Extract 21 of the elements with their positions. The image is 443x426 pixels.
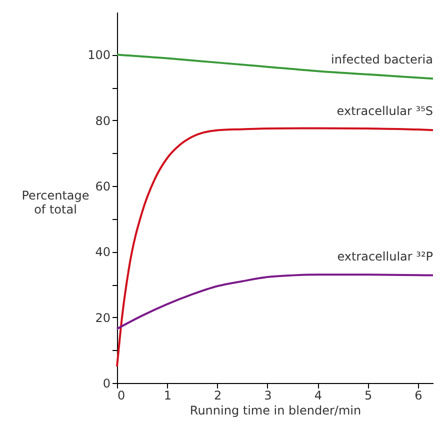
- y-tick-label: 40: [95, 245, 110, 260]
- line-series: [116, 127, 434, 368]
- x-tick-label: 4: [314, 388, 322, 402]
- y-tick-label: 100: [88, 48, 110, 62]
- line-series: [116, 274, 434, 330]
- series-label: infected bacteria: [331, 52, 433, 67]
- series-label: extracellular ³²P: [337, 249, 433, 264]
- x-tick-label: 2: [214, 388, 222, 402]
- x-tick-label: 3: [264, 388, 272, 402]
- x-tick-label: 5: [364, 388, 372, 402]
- series-label: extracellular ³⁵S: [336, 104, 433, 118]
- x-tick-label: 6: [414, 388, 422, 402]
- x-axis-title: Running time in blender/min: [190, 404, 362, 418]
- y-tick-label: 60: [95, 180, 110, 194]
- line-series: [116, 54, 434, 80]
- x-tick-label: 1: [164, 388, 172, 402]
- x-tick-label: 0: [118, 388, 126, 402]
- y-axis-title: Percentage of total: [22, 188, 90, 216]
- y-tick-label: 20: [95, 310, 110, 325]
- y-tick-label: 80: [95, 114, 110, 128]
- y-tick-label: 0: [102, 376, 110, 390]
